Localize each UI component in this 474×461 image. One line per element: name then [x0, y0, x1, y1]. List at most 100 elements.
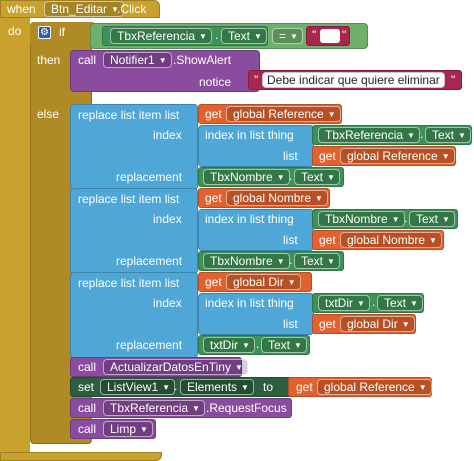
event-when-label: when — [7, 2, 36, 16]
property-dropdown[interactable]: Text ▼ — [409, 211, 455, 227]
condition-component-dropdown[interactable]: TbxReferencia ▼ — [110, 28, 212, 44]
get-label: get — [319, 149, 336, 163]
get-variable-block[interactable] — [198, 104, 342, 124]
variable-dropdown[interactable]: global Nombre ▼ — [340, 232, 442, 248]
component-dropdown[interactable]: txtDir ▼ — [203, 337, 255, 353]
notice-text-field[interactable]: Debe indicar que quiere eliminar — [262, 72, 445, 88]
chevron-down-icon: ▼ — [290, 32, 298, 41]
focus-component-dropdown[interactable]: TbxReferencia ▼ — [103, 400, 205, 416]
condition-component-name: TbxReferencia — [117, 29, 196, 43]
chevron-down-icon: ▼ — [429, 236, 437, 245]
component-getter-block[interactable] — [198, 251, 344, 271]
get-variable-block[interactable] — [312, 314, 416, 334]
component-dropdown[interactable]: TbxNombre ▼ — [318, 211, 405, 227]
chevron-down-icon: ▼ — [241, 383, 249, 392]
gear-icon[interactable]: ⚙ — [38, 26, 51, 39]
event-name-label: .Click — [117, 2, 147, 16]
variable-name: global Nombre — [347, 233, 426, 247]
chevron-down-icon: ▼ — [357, 299, 365, 308]
property-dropdown[interactable]: Text ▼ — [294, 253, 340, 269]
property-name: Text — [301, 254, 324, 268]
replace-list-item-label: replace list item list — [78, 276, 180, 290]
component-name: TbxNombre — [210, 254, 273, 268]
property-dropdown[interactable]: Text ▼ — [377, 295, 423, 311]
replace-list-item-block[interactable] — [70, 188, 198, 274]
variable-dropdown[interactable]: global Reference ▼ — [226, 106, 341, 122]
call-requestfocus-block[interactable] — [70, 398, 292, 418]
variable-dropdown[interactable]: global Nombre ▼ — [226, 190, 328, 206]
set-to-label: to — [263, 380, 274, 394]
empty-text-field[interactable] — [320, 29, 340, 43]
variable-dropdown[interactable]: global Dir ▼ — [340, 316, 415, 332]
component-getter-block[interactable] — [312, 209, 458, 229]
chevron-down-icon: ▼ — [234, 363, 243, 372]
chevron-down-icon: ▼ — [254, 32, 262, 41]
replace-list-item-label: replace list item list — [78, 108, 180, 122]
component-dropdown[interactable]: TbxNombre ▼ — [203, 253, 290, 269]
index-in-list-block[interactable] — [198, 209, 314, 251]
call-actualizar-block[interactable] — [70, 357, 242, 377]
component-getter-block[interactable] — [312, 293, 424, 313]
property-dropdown[interactable]: Text ▼ — [425, 127, 471, 143]
component-getter-block[interactable] — [312, 125, 472, 145]
property-dropdown[interactable]: Text ▼ — [261, 337, 307, 353]
get-variable-block[interactable] — [312, 230, 444, 250]
limp-procedure-name: Limp — [110, 422, 137, 436]
variable-dropdown[interactable]: global Reference ▼ — [340, 148, 455, 164]
then-call-label: call — [78, 53, 97, 67]
index-in-list-block[interactable] — [198, 125, 314, 167]
event-do-label: do — [8, 24, 22, 38]
chevron-down-icon: ▼ — [287, 278, 296, 287]
replace-replacement-label: replacement — [116, 254, 183, 268]
limp-procedure-dropdown[interactable]: Limp ▼ — [103, 421, 153, 437]
call-label: call — [78, 401, 97, 415]
component-dropdown[interactable]: TbxNombre ▼ — [203, 169, 290, 185]
condition-property-dropdown[interactable]: Text ▼ — [221, 28, 267, 44]
dot-separator: . — [372, 295, 376, 309]
event-component-name: Btn_Editar — [51, 2, 108, 16]
chevron-down-icon: ▼ — [140, 425, 148, 434]
variable-name: global Nombre — [233, 191, 312, 205]
chevron-down-icon: ▼ — [391, 215, 400, 224]
get-label: get — [296, 380, 313, 394]
set-property-dropdown[interactable]: Elements ▼ — [180, 379, 254, 395]
dot-separator: . — [420, 127, 424, 141]
compare-operator-dropdown[interactable]: = ▼ — [272, 28, 303, 44]
set-component-dropdown[interactable]: ListView1 ▼ — [100, 379, 176, 395]
chevron-down-icon: ▼ — [327, 173, 335, 182]
component-getter-block[interactable] — [198, 167, 344, 187]
dot-separator: . — [215, 28, 219, 42]
notifier-component-dropdown[interactable]: Notifier1 ▼ — [103, 52, 172, 68]
property-dropdown[interactable]: Text ▼ — [294, 169, 340, 185]
event-block-footer — [0, 452, 162, 461]
index-in-list-list-label: list — [283, 317, 298, 331]
chevron-down-icon: ▼ — [315, 194, 323, 203]
notifier-component-name: Notifier1 — [110, 53, 155, 67]
component-dropdown[interactable]: txtDir ▼ — [318, 295, 370, 311]
event-component-dropdown[interactable]: Btn_Editar ▼ — [44, 1, 124, 17]
chevron-down-icon: ▼ — [407, 131, 415, 140]
dot-separator: . — [174, 379, 178, 393]
index-in-list-label: index in list thing — [205, 212, 294, 226]
get-label: get — [205, 275, 222, 289]
index-in-list-list-label: list — [283, 149, 298, 163]
compare-operator: = — [279, 29, 287, 43]
get-variable-block[interactable] — [198, 188, 330, 208]
call-limp-block[interactable] — [70, 419, 156, 439]
replace-list-item-block[interactable] — [70, 272, 198, 358]
replace-list-item-block[interactable] — [70, 104, 198, 190]
component-name: TbxReferencia — [325, 128, 404, 142]
open-quote: " — [312, 28, 317, 42]
procedure-dropdown[interactable]: ActualizarDatosEnTiny ▼ — [103, 359, 248, 375]
dot-separator: . — [404, 211, 408, 225]
chevron-down-icon: ▼ — [199, 32, 207, 41]
variable-dropdown[interactable]: global Dir ▼ — [226, 274, 301, 290]
component-dropdown[interactable]: TbxReferencia ▼ — [318, 127, 420, 143]
variable-dropdown[interactable]: global Reference ▼ — [317, 379, 432, 395]
variable-name: global Dir — [347, 317, 398, 331]
index-in-list-block[interactable] — [198, 293, 314, 335]
get-variable-block[interactable] — [312, 146, 456, 166]
condition-component-getter[interactable] — [102, 26, 268, 46]
dot-separator: . — [289, 169, 293, 183]
chevron-down-icon: ▼ — [327, 257, 335, 266]
